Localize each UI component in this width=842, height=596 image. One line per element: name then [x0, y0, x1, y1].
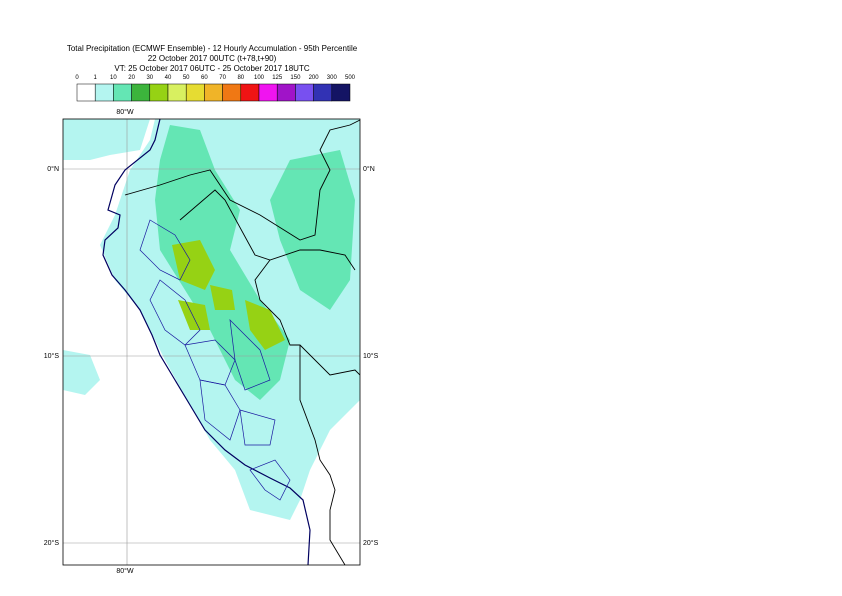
lon-label: 80°W: [116, 567, 134, 575]
legend-label: 80: [237, 75, 244, 81]
legend-label: 40: [165, 75, 172, 81]
title-line: VT: 25 October 2017 06UTC - 25 October 2…: [114, 64, 309, 73]
legend-swatch: [94, 83, 114, 102]
legend-label: 10: [110, 75, 117, 81]
legend-label: 20: [128, 75, 135, 81]
legend-label: 30: [146, 75, 153, 81]
lat-label: 10°S: [363, 352, 379, 360]
legend-label: 300: [327, 75, 338, 81]
legend-swatch: [76, 83, 96, 102]
lat-label: 20°S: [44, 539, 60, 547]
legend-label: 1: [94, 75, 98, 81]
legend-label: 150: [290, 75, 301, 81]
lat-label: 0°N: [363, 165, 375, 173]
legend-swatch: [331, 83, 351, 102]
legend-label: 125: [272, 75, 283, 81]
legend-swatch: [204, 83, 223, 102]
legend-swatch: [258, 83, 278, 102]
title-line: 22 October 2017 00UTC (t+78,t+90): [148, 54, 277, 63]
legend-swatch: [167, 83, 187, 102]
legend-swatch: [313, 83, 333, 102]
legend-label: 200: [309, 75, 320, 81]
colorbar: 0 1 10 20 30 40 50 60 70 80 100 125 150 200 300 500: [75, 75, 356, 102]
legend-swatch: [295, 83, 314, 102]
lat-labels: 0°N 0°N 10°S 10°S 20°S 20°S: [44, 165, 379, 547]
legend-swatch: [276, 83, 296, 102]
legend-swatch: [222, 83, 242, 102]
lat-label: 10°S: [44, 352, 60, 360]
lon-label: 80°W: [116, 108, 134, 116]
legend-label: 70: [219, 75, 226, 81]
legend-swatch: [131, 83, 151, 102]
legend-label: 100: [254, 75, 265, 81]
legend-label: 500: [345, 75, 356, 81]
legend-label: 50: [183, 75, 190, 81]
legend-swatch: [113, 83, 132, 102]
legend-swatch: [149, 83, 169, 102]
title-line: Total Precipitation (ECMWF Ensemble) - 1…: [67, 44, 358, 53]
legend-swatch: [240, 83, 260, 102]
lat-label: 0°N: [47, 165, 59, 173]
legend-label: 0: [75, 75, 79, 81]
legend-label: 60: [201, 75, 208, 81]
lat-label: 20°S: [363, 539, 379, 547]
map-frame: [62, 118, 361, 566]
legend-swatch: [185, 83, 205, 102]
